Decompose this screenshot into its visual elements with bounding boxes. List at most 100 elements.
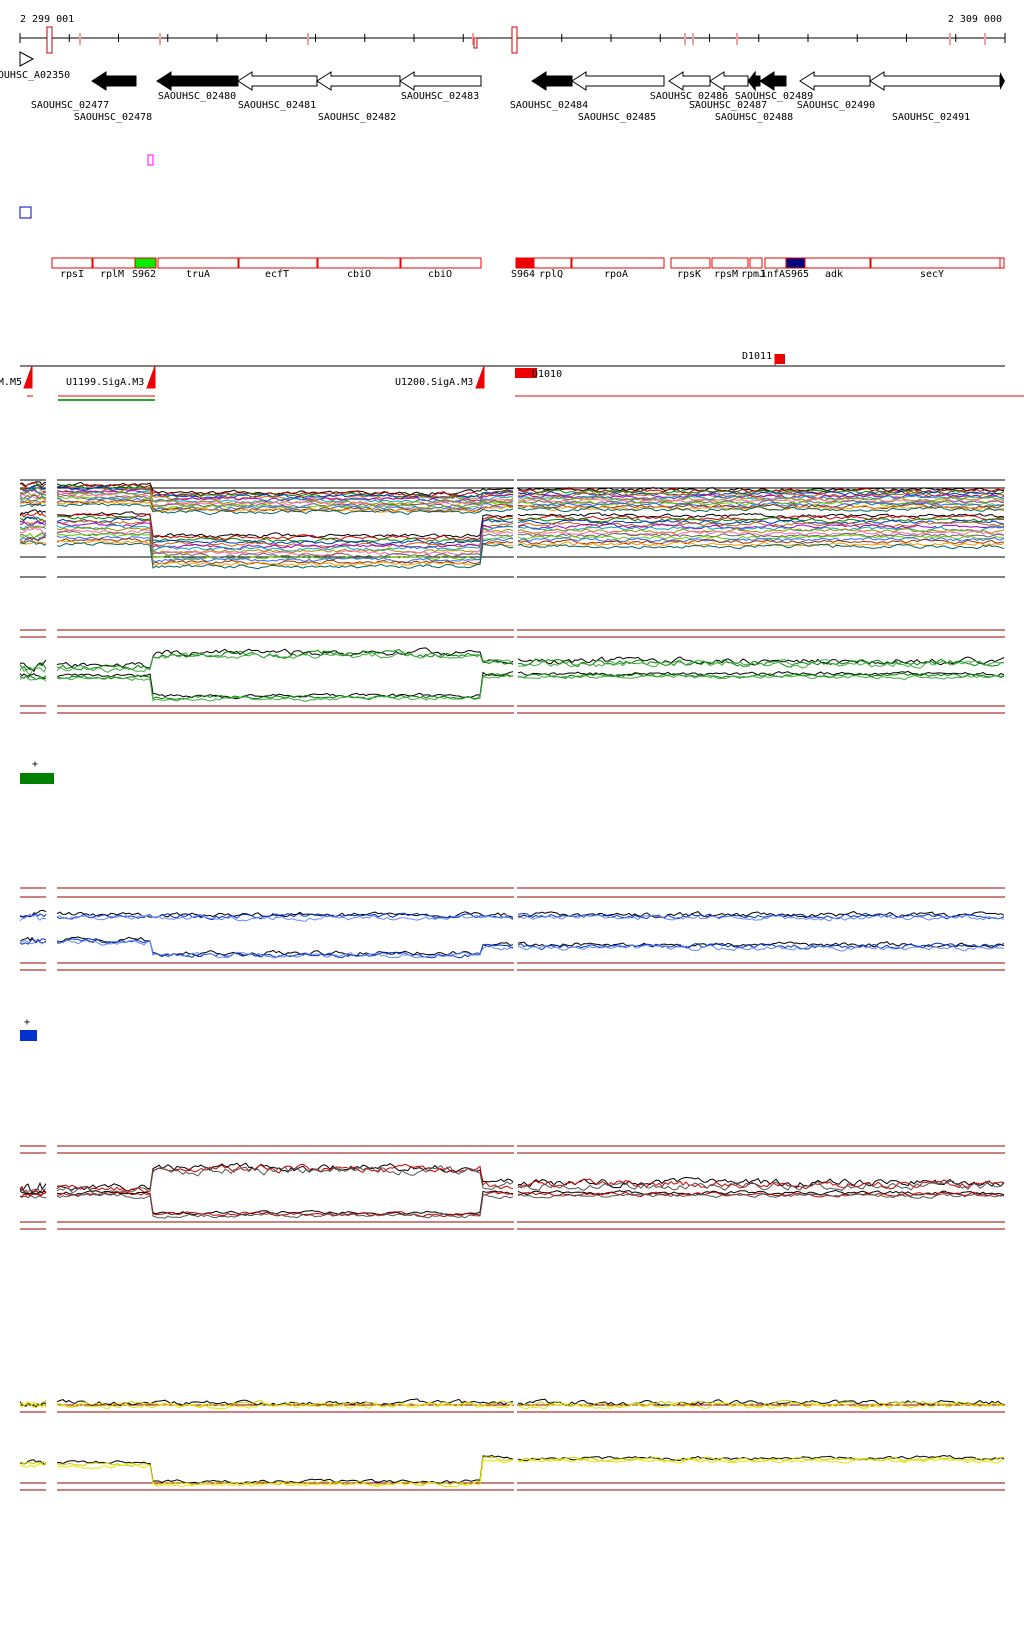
gene-label[interactable]: SAOUHSC_02487 [688,100,768,111]
feature-label[interactable]: secY [919,269,945,280]
expression-trace [56,515,514,544]
gene-label[interactable]: SAOUHSC_A02350 [0,70,71,81]
gene-arrow[interactable] [571,71,665,91]
promoter-label[interactable]: U1200.SigA.M3 [395,377,474,388]
feature-box[interactable] [400,257,482,269]
promoter-label[interactable]: M.M5 [0,377,22,388]
feature-box[interactable] [51,257,93,269]
feature-box[interactable] [238,257,318,269]
expression-trace [19,503,47,508]
feature-box[interactable] [804,257,871,269]
gene-arrow[interactable] [709,71,749,91]
green-legend-swatch[interactable] [20,773,54,784]
expression-trace [517,525,1005,533]
feature-box[interactable] [999,257,1005,269]
expression-trace [517,527,1005,534]
feature-box[interactable] [711,257,749,269]
blue-legend-swatch[interactable] [20,1030,37,1041]
gene-label[interactable]: SAOUHSC_02490 [796,100,876,111]
feature-box[interactable] [157,257,239,269]
gene-arrow[interactable] [91,71,137,91]
feature-label[interactable]: adk [824,269,844,280]
feature-label[interactable]: rpoA [603,269,629,280]
promoter-label[interactable]: U1199.SigA.M3 [66,377,145,388]
feature-box[interactable] [670,257,711,269]
expression-trace [517,514,1005,521]
feature-label[interactable]: rpsI [59,269,85,280]
expression-trace [19,938,47,945]
terminator-label[interactable]: D1011 [742,351,773,362]
expression-trace [56,649,514,671]
feature-box[interactable] [571,257,665,269]
feature-label[interactable]: infA [760,269,786,280]
feature-label[interactable]: cbiO [346,269,372,280]
expression-trace [56,912,514,921]
gene-label[interactable]: SAOUHSC_02486 [649,91,729,102]
gene-arrow[interactable] [316,71,401,91]
gene-label[interactable]: SAOUHSC_02484 [509,100,589,111]
contig-gap [514,470,517,1570]
expression-trace [19,909,47,918]
gene-arrow[interactable] [799,71,871,91]
gene-label[interactable]: SAOUHSC_02489 [734,91,814,102]
feature-box[interactable] [533,257,572,269]
feature-box[interactable] [785,257,806,269]
gene-label[interactable]: SAOUHSC_02481 [237,100,317,111]
gene-label[interactable]: SAOUHSC_02477 [30,100,110,111]
gene-label[interactable]: SAOUHSC_02482 [317,112,397,123]
expression-trace [517,504,1005,512]
pink-marker[interactable] [147,154,154,166]
feature-box[interactable] [515,257,535,269]
gene-arrow[interactable] [531,71,573,91]
gene-label[interactable]: SAOUHSC_02488 [714,112,794,123]
feature-label[interactable]: S965 [784,269,810,280]
terminator-marker[interactable] [775,354,785,364]
feature-label[interactable]: ecfT [264,269,290,280]
feature-label[interactable]: rpsK [676,269,702,280]
expression-trace [19,913,47,922]
feature-label[interactable]: rplM [99,269,125,280]
gene-label[interactable]: SAOUHSC_02485 [577,112,657,123]
expression-trace [56,500,514,513]
feature-label[interactable]: cbiO [427,269,453,280]
feature-box[interactable] [92,257,136,269]
feature-label[interactable]: rpsM [713,269,739,280]
feature-box[interactable] [134,257,157,269]
expression-trace [56,541,514,570]
gene-arrow[interactable] [869,71,1001,91]
feature-box[interactable] [749,257,763,269]
gene-arrow[interactable] [237,71,318,91]
gene-arrow[interactable] [399,71,482,91]
expression-trace [19,1401,47,1409]
gene-label[interactable]: SAOUHSC_02480 [157,91,237,102]
feature-box[interactable] [870,257,1001,269]
expression-trace [517,914,1005,922]
terminator-label[interactable]: D1010 [532,369,563,380]
gene-arrow[interactable] [19,51,35,67]
expression-trace [517,1180,1005,1192]
gene-arrow[interactable] [156,71,239,91]
blue-marker[interactable] [19,206,32,219]
expression-trace [56,672,514,701]
expression-trace [56,535,514,564]
feature-label[interactable]: truA [185,269,211,280]
expression-trace [56,671,514,700]
ruler-highlight[interactable] [511,26,518,54]
terminator-marker[interactable] [515,368,537,378]
feature-box[interactable] [317,257,401,269]
expression-trace [56,497,514,511]
feature-label[interactable]: S962 [131,269,157,280]
gene-arrow[interactable] [668,71,711,91]
feature-label[interactable]: rplQ [538,269,564,280]
gene-label[interactable]: SAOUHSC_02491 [891,112,971,123]
gene-arrow[interactable] [747,70,761,92]
feature-label[interactable]: S964 [510,269,536,280]
ruler-highlight[interactable] [46,26,53,54]
expression-trace [19,913,47,918]
gene-arrow[interactable] [1000,72,1005,90]
gene-label[interactable]: SAOUHSC_02483 [400,91,480,102]
feature-label[interactable]: rpmJ [740,269,766,280]
gene-arrow[interactable] [759,71,787,91]
feature-box[interactable] [764,257,787,269]
gene-label[interactable]: SAOUHSC_02478 [73,112,153,123]
